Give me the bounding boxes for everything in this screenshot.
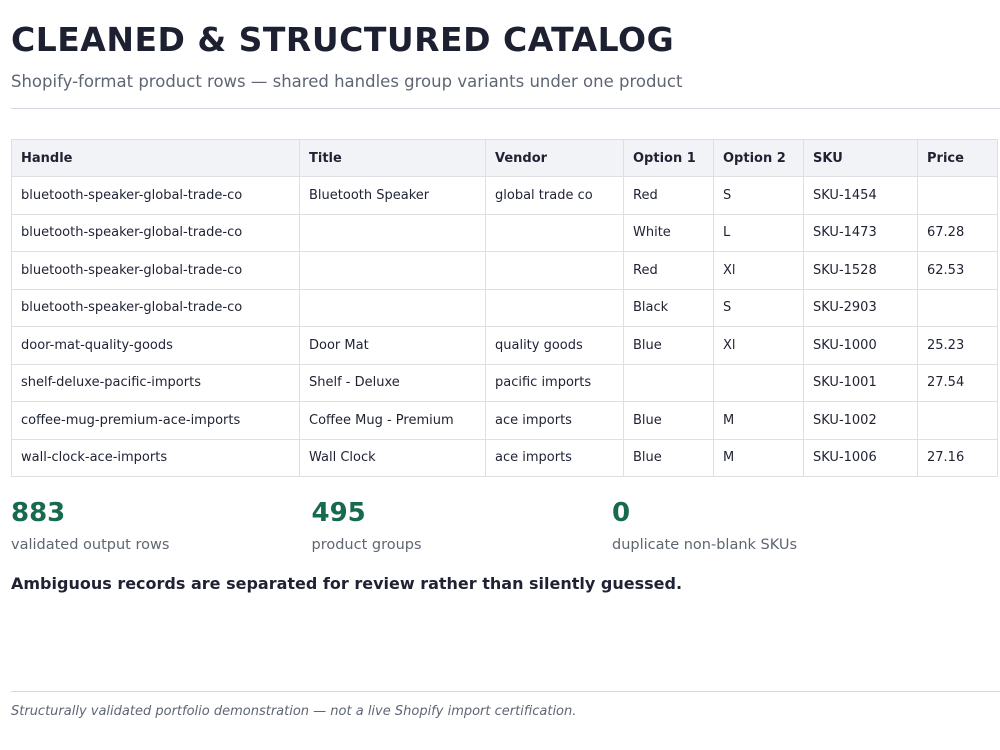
table-cell: Red <box>623 176 714 215</box>
table-row: bluetooth-speaker-global-trade-co White L S… <box>11 213 998 252</box>
divider <box>11 108 1000 109</box>
table-cell: shelf-deluxe-pacific-imports <box>11 363 300 402</box>
stat-value: 883 <box>11 498 66 528</box>
table-cell: ace imports <box>485 401 624 440</box>
table-cell <box>299 251 486 290</box>
stat-label: validated output rows <box>11 537 170 553</box>
table-cell <box>917 401 998 440</box>
table-cell: 27.16 <box>917 438 998 477</box>
table-cell: Door Mat <box>299 326 486 365</box>
table-row: bluetooth-speaker-global-trade-co Black S S… <box>11 288 998 327</box>
table-cell: wall-clock-ace-imports <box>11 438 300 477</box>
table-cell <box>917 288 998 327</box>
table-cell: SKU-1006 <box>803 438 918 477</box>
table-cell: Coffee Mug - Premium <box>299 401 486 440</box>
table-cell: White <box>623 213 714 252</box>
table-row: wall-clock-ace-imports Wall Clock ace impo… <box>11 438 998 477</box>
stat-label: duplicate non-blank SKUs <box>612 537 798 553</box>
table-cell <box>917 176 998 215</box>
table-cell: coffee-mug-premium-ace-imports <box>11 401 300 440</box>
table-cell <box>713 363 804 402</box>
table-cell: M <box>713 401 804 440</box>
table-cell: L <box>713 213 804 252</box>
table-cell: Red <box>623 251 714 290</box>
table-cell: S <box>713 176 804 215</box>
table-cell: bluetooth-speaker-global-trade-co <box>11 176 300 215</box>
table-body: bluetooth-speaker-global-trade-co Bluetoo… <box>11 176 998 477</box>
footer: Structurally validated portfolio demonst… <box>11 704 577 719</box>
note: Ambiguous records are separated for revi… <box>11 574 683 593</box>
table-cell: Wall Clock <box>299 438 486 477</box>
table-cell <box>485 288 624 327</box>
table-cell <box>299 213 486 252</box>
stat: 883 validated output rows <box>11 498 169 553</box>
table-cell: Blue <box>623 438 714 477</box>
header-row: Handle Title Vendor Option 1 Option 2 SKU Pric… <box>11 139 998 177</box>
table-cell <box>485 251 624 290</box>
table-cell: SKU-1454 <box>803 176 918 215</box>
table-cell: SKU-1002 <box>803 401 918 440</box>
table-cell: Xl <box>713 251 804 290</box>
table-cell: Black <box>623 288 714 327</box>
table-cell: SKU-2903 <box>803 288 918 327</box>
stat-value: 0 <box>612 498 631 528</box>
table-cell: 67.28 <box>917 213 998 252</box>
table-row: bluetooth-speaker-global-trade-co Red Xl SK… <box>11 251 998 290</box>
table-row: coffee-mug-premium-ace-imports Coffee Mug… <box>11 401 998 440</box>
table-row: shelf-deluxe-pacific-imports Shelf - Delu… <box>11 363 998 402</box>
column-header: Option 2 <box>713 139 804 177</box>
table-cell: S <box>713 288 804 327</box>
column-header: Option 1 <box>623 139 714 177</box>
table-cell <box>485 213 624 252</box>
stat-label: product groups <box>311 537 422 553</box>
table-cell: ace imports <box>485 438 624 477</box>
table-cell: pacific imports <box>485 363 624 402</box>
column-header: Vendor <box>485 139 624 177</box>
catalog-table: Handle Title Vendor Option 1 Option 2 SKU Pric… <box>11 139 998 477</box>
column-header: Handle <box>11 139 300 177</box>
table-cell: bluetooth-speaker-global-trade-co <box>11 288 300 327</box>
table-cell: Blue <box>623 401 714 440</box>
table-cell <box>299 288 486 327</box>
table-cell: SKU-1473 <box>803 213 918 252</box>
stat: 495 product groups <box>312 498 422 553</box>
subtitle: Shopify-format product rows — shared han… <box>11 72 683 91</box>
table-cell: 27.54 <box>917 363 998 402</box>
table-cell: SKU-1528 <box>803 251 918 290</box>
column-header: Title <box>299 139 486 177</box>
table-cell: Xl <box>713 326 804 365</box>
table-row: door-mat-quality-goods Door Mat quality go… <box>11 326 998 365</box>
table-cell: quality goods <box>485 326 624 365</box>
table-row: bluetooth-speaker-global-trade-co Bluetoo… <box>11 176 998 215</box>
table-cell: 62.53 <box>917 251 998 290</box>
table-cell <box>623 363 714 402</box>
stat-value: 495 <box>311 498 366 528</box>
column-header: Price <box>917 139 998 177</box>
stat: 0 duplicate non-blank SKUs <box>612 498 797 553</box>
divider <box>11 691 1000 692</box>
table-cell: bluetooth-speaker-global-trade-co <box>11 251 300 290</box>
table-cell: M <box>713 438 804 477</box>
table-cell: SKU-1000 <box>803 326 918 365</box>
table-cell: global trade co <box>485 176 624 215</box>
table-cell: Blue <box>623 326 714 365</box>
table-cell: 25.23 <box>917 326 998 365</box>
title: CLEANED & STRUCTURED CATALOG <box>11 20 675 59</box>
table-cell: bluetooth-speaker-global-trade-co <box>11 213 300 252</box>
column-header: SKU <box>803 139 918 177</box>
table-cell: Shelf - Deluxe <box>299 363 486 402</box>
table-cell: Bluetooth Speaker <box>299 176 486 215</box>
table-cell: door-mat-quality-goods <box>11 326 300 365</box>
table-cell: SKU-1001 <box>803 363 918 402</box>
